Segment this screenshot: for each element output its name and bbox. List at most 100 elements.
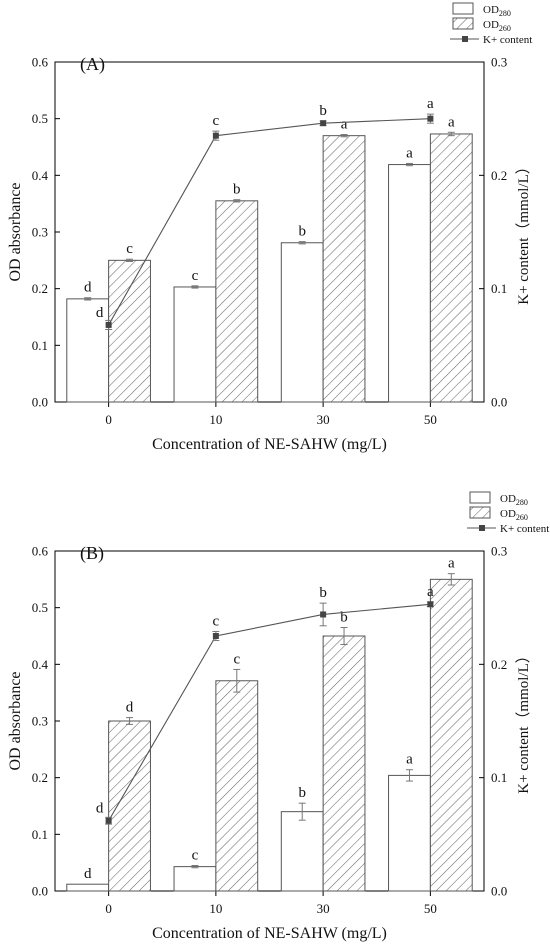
k-content-point bbox=[427, 115, 434, 122]
significance-letter: a bbox=[448, 556, 455, 572]
bar-od260 bbox=[215, 680, 259, 892]
x-tick-label: 10 bbox=[209, 901, 222, 916]
bar-od260 bbox=[429, 578, 473, 892]
k-content-point bbox=[105, 817, 112, 824]
significance-letter: d bbox=[84, 866, 92, 882]
y-tick-label-left: 0.1 bbox=[32, 827, 48, 842]
legend-swatch-marker bbox=[479, 525, 485, 531]
y-tick-label-left: 0.4 bbox=[32, 168, 49, 183]
bar-od260 bbox=[108, 259, 151, 403]
y-tick-label-left: 0.4 bbox=[32, 657, 49, 672]
y-tick-label-right: 0.0 bbox=[491, 395, 507, 410]
bar-od260 bbox=[322, 635, 366, 892]
legend-label-subscript: 280 bbox=[499, 9, 511, 18]
bar-od280 bbox=[388, 164, 431, 403]
chart-panel-b: 0.0 0.1 0.2 0.3 0.4 0.5 0.6 0.0 0.1 0.2 0.3 0 10 30 50… bbox=[7, 491, 549, 942]
significance-letter: d bbox=[96, 801, 104, 817]
bar-od260 bbox=[108, 720, 151, 892]
significance-letter: a bbox=[341, 117, 348, 133]
y-axis-title-left: OD absorbance bbox=[7, 182, 24, 281]
legend-label-name: OD bbox=[500, 493, 516, 505]
y-tick-label-right: 0.0 bbox=[491, 884, 507, 899]
y-tick-label-left: 0.5 bbox=[32, 111, 48, 126]
bar-od280 bbox=[173, 866, 217, 892]
y-tick-label-right: 0.1 bbox=[491, 770, 507, 785]
y-tick-label-left: 0.1 bbox=[32, 338, 48, 353]
legend-label-name: K+ content bbox=[483, 34, 532, 46]
y-tick-label-left: 0.0 bbox=[32, 395, 48, 410]
x-tick-label: 0 bbox=[105, 901, 112, 916]
legend-label: OD260 bbox=[500, 508, 528, 522]
significance-letter: b bbox=[298, 785, 306, 801]
panel-label: (B) bbox=[80, 543, 104, 564]
significance-letter: b bbox=[319, 585, 327, 601]
x-tick-label: 50 bbox=[424, 412, 437, 427]
significance-letter: c bbox=[192, 268, 199, 284]
legend-label: K+ content bbox=[483, 34, 532, 46]
legend-label-name: OD bbox=[483, 19, 499, 31]
bar-od280 bbox=[66, 883, 110, 892]
chart-panel-a: 0.0 0.1 0.2 0.3 0.4 0.5 0.6 0.0 0.1 0.2 0.3 0 10 30 50… bbox=[7, 2, 532, 453]
x-axis-title: Concentration of NE-SAHW (mg/L) bbox=[152, 436, 387, 453]
significance-letter: b bbox=[319, 103, 327, 119]
significance-letter: c bbox=[213, 613, 220, 629]
legend-label: OD280 bbox=[483, 4, 511, 18]
x-axis-title: Concentration of NE-SAHW (mg/L) bbox=[152, 925, 387, 942]
bar-od260 bbox=[215, 200, 259, 403]
y-tick-label-right: 0.2 bbox=[491, 168, 507, 183]
y-axis-title-right: K+ content（mmol/L） bbox=[515, 648, 532, 794]
significance-letter: a bbox=[406, 145, 413, 161]
significance-letter: b bbox=[233, 182, 241, 198]
y-tick-label-right: 0.3 bbox=[491, 55, 507, 70]
significance-letter: c bbox=[213, 113, 220, 129]
y-tick-label-right: 0.3 bbox=[491, 544, 507, 559]
legend-label: OD260 bbox=[483, 19, 511, 33]
bar-od280 bbox=[280, 242, 324, 403]
legend-swatch-od280 bbox=[452, 2, 474, 15]
legend-swatch-od260 bbox=[469, 506, 491, 519]
k-content-line bbox=[108, 118, 431, 326]
y-tick-label-left: 0.3 bbox=[32, 225, 48, 240]
y-axis-title-left: OD absorbance bbox=[7, 671, 24, 770]
legend-label-name: K+ content bbox=[500, 523, 549, 535]
significance-letter: d bbox=[126, 700, 134, 716]
significance-letter: a bbox=[427, 584, 434, 600]
legend-label: OD280 bbox=[500, 493, 528, 507]
legend-label-subscript: 280 bbox=[516, 498, 528, 507]
k-content-point bbox=[212, 633, 219, 639]
y-tick-label-left: 0.0 bbox=[32, 884, 48, 899]
bar-od280 bbox=[173, 286, 217, 403]
y-tick-label-right: 0.2 bbox=[491, 657, 507, 672]
panel-label: (A) bbox=[80, 54, 105, 75]
x-tick-label: 30 bbox=[317, 412, 330, 427]
legend-label: K+ content bbox=[500, 523, 549, 535]
significance-letter: d bbox=[84, 280, 92, 296]
y-tick-label-left: 0.2 bbox=[32, 281, 48, 296]
legend-swatch-od260 bbox=[452, 17, 474, 30]
y-tick-label-left: 0.2 bbox=[32, 770, 48, 785]
k-content-point bbox=[427, 601, 434, 608]
significance-letter: c bbox=[192, 848, 199, 864]
x-tick-label: 0 bbox=[105, 412, 112, 427]
legend-swatch-marker bbox=[462, 36, 468, 42]
y-tick-label-left: 0.5 bbox=[32, 600, 48, 615]
x-tick-label: 30 bbox=[317, 901, 330, 916]
bar-od280 bbox=[280, 811, 324, 892]
legend-label-name: OD bbox=[500, 508, 516, 520]
significance-letter: c bbox=[126, 241, 133, 257]
y-tick-label-left: 0.3 bbox=[32, 714, 48, 729]
k-content-point bbox=[105, 321, 112, 328]
bar-od260 bbox=[322, 135, 366, 403]
legend-label-subscript: 260 bbox=[516, 513, 528, 522]
significance-letter: d bbox=[96, 305, 104, 321]
significance-letter: a bbox=[406, 752, 413, 768]
y-tick-label-left: 0.6 bbox=[32, 55, 49, 70]
legend-swatch-od280 bbox=[469, 491, 491, 504]
significance-letter: b bbox=[298, 224, 306, 240]
y-tick-label-right: 0.1 bbox=[491, 281, 507, 296]
x-tick-label: 50 bbox=[424, 901, 437, 916]
significance-letter: c bbox=[233, 651, 240, 667]
